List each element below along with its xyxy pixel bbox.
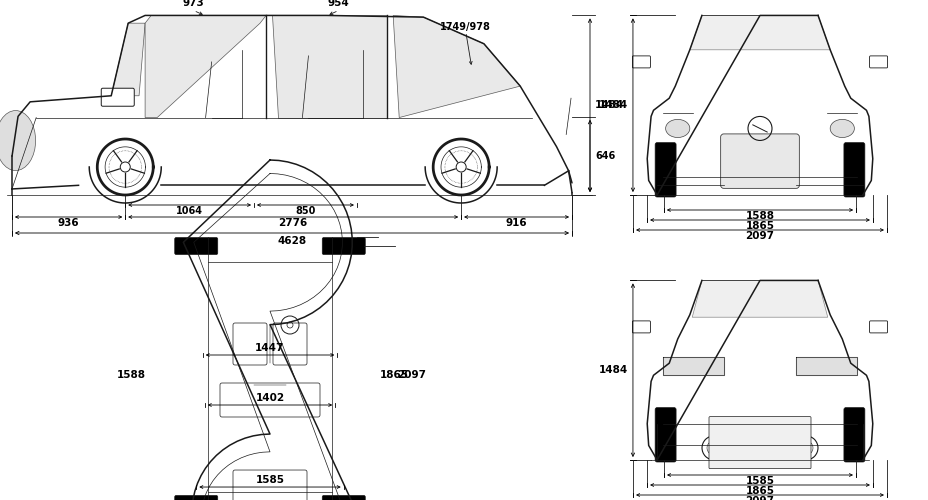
Polygon shape [691,280,827,317]
Text: 2097: 2097 [744,231,774,241]
Text: 973: 973 [183,0,204,8]
Text: 1402: 1402 [255,393,284,403]
Text: 2097: 2097 [744,496,774,500]
Polygon shape [272,16,387,118]
Polygon shape [393,16,520,118]
Text: 936: 936 [58,218,80,228]
Text: 916: 916 [505,218,527,228]
Text: 2776: 2776 [278,218,307,228]
Text: 1588: 1588 [744,211,774,221]
FancyBboxPatch shape [869,321,886,333]
FancyBboxPatch shape [220,383,319,417]
Text: 1484: 1484 [598,100,627,110]
FancyBboxPatch shape [174,238,217,254]
Circle shape [120,162,130,172]
Ellipse shape [830,120,854,138]
Text: 2097: 2097 [396,370,425,380]
Text: 646: 646 [594,151,614,161]
FancyBboxPatch shape [654,408,676,462]
FancyBboxPatch shape [843,408,864,462]
FancyBboxPatch shape [869,56,886,68]
FancyBboxPatch shape [322,496,365,500]
FancyBboxPatch shape [101,88,135,106]
Text: 1865: 1865 [744,486,774,496]
Text: 850: 850 [295,206,316,216]
FancyBboxPatch shape [174,496,217,500]
Polygon shape [663,357,723,376]
FancyBboxPatch shape [233,470,306,500]
Polygon shape [145,16,265,118]
FancyBboxPatch shape [843,142,864,197]
Text: 1585: 1585 [744,476,774,486]
Text: 1484: 1484 [594,100,624,110]
FancyBboxPatch shape [708,416,810,469]
FancyBboxPatch shape [720,134,798,188]
FancyBboxPatch shape [654,142,676,197]
FancyBboxPatch shape [632,321,650,333]
Text: 954: 954 [328,0,349,8]
Polygon shape [690,16,830,50]
FancyBboxPatch shape [273,323,306,365]
Text: 1865: 1865 [744,221,774,231]
Polygon shape [795,357,856,376]
Ellipse shape [664,120,690,138]
Text: 1588: 1588 [117,370,146,380]
Polygon shape [111,23,145,96]
Text: 1447: 1447 [255,343,284,353]
Ellipse shape [0,110,35,170]
FancyBboxPatch shape [322,238,365,254]
Text: 1064: 1064 [176,206,203,216]
Circle shape [456,162,466,172]
Text: 1749/978: 1749/978 [440,22,491,32]
Text: 1484: 1484 [598,365,627,375]
FancyBboxPatch shape [233,323,266,365]
FancyBboxPatch shape [632,56,650,68]
Text: 1585: 1585 [255,475,284,485]
Text: 1865: 1865 [380,370,408,380]
Text: 4628: 4628 [277,236,306,246]
